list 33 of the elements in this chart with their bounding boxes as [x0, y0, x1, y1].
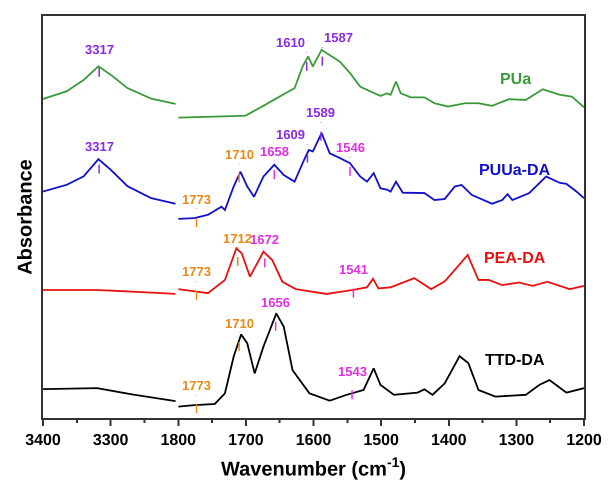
annotation: 1543 [338, 364, 367, 379]
series-label: PUUa-DA [479, 162, 551, 179]
x-axis-title: Wavenumber (cm$^{-1}$) [221, 454, 406, 480]
annotation: 1710 [225, 147, 254, 162]
annotation: 1773 [182, 264, 211, 279]
x-tick-label: 3300 [92, 432, 129, 449]
series-label: PEA-DA [484, 250, 546, 267]
x-tick-label: 1200 [566, 432, 602, 449]
annotation: 1672 [250, 232, 279, 247]
x-tick-label: 1400 [430, 432, 467, 449]
x-tick-label: 1600 [296, 432, 332, 449]
x-tick-label: 1300 [498, 432, 534, 449]
annotation: 1773 [182, 192, 211, 207]
annotation: 1710 [225, 316, 254, 331]
annotation: 1589 [306, 105, 335, 120]
series-label: TTD-DA [485, 352, 545, 369]
x-tick-label: 3400 [25, 432, 61, 449]
annotation: 1609 [276, 127, 305, 142]
annotation: 1712 [223, 231, 252, 246]
annotation: 3317 [85, 42, 114, 57]
x-tick-label: 1500 [363, 432, 400, 449]
annotation: 1541 [339, 262, 368, 277]
annotation: 1656 [261, 295, 290, 310]
series-label: PUa [500, 71, 532, 88]
annotation: 1658 [260, 144, 289, 159]
annotation: 1546 [336, 140, 365, 155]
annotation: 3317 [85, 139, 114, 154]
x-tick-label: 1800 [160, 432, 196, 449]
annotation: 1610 [276, 35, 305, 50]
annotation: 1587 [324, 30, 353, 45]
x-tick-label: 1700 [228, 432, 264, 449]
y-axis-title: Absorbance [14, 159, 36, 275]
annotation: 1773 [182, 378, 211, 393]
